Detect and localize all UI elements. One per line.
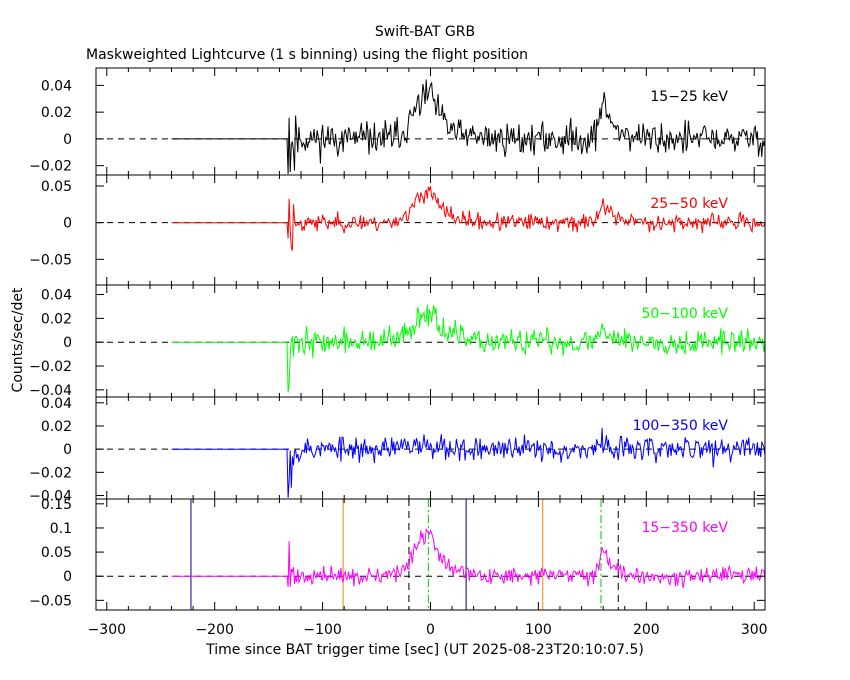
y-tick-label: −0.02 <box>29 159 72 175</box>
panel-frame <box>95 396 766 500</box>
panel-25-50-kev: −0.05 0 0.05 25−50 keV <box>29 174 766 286</box>
y-tick-label: 0 <box>63 216 72 232</box>
panel-frame <box>95 498 766 611</box>
y-tick-label: 0 <box>63 132 72 148</box>
y-tick-label: 0.02 <box>41 105 72 121</box>
y-axis-label: Counts/sec/det <box>10 287 26 392</box>
panel-50-100-kev: −0.04 −0.02 0 0.02 0.04 50−100 keV <box>29 284 766 399</box>
y-tick-label: 0.04 <box>41 288 72 304</box>
series-line <box>171 527 766 589</box>
chart-subtitle: Maskweighted Lightcurve (1 s binning) us… <box>86 47 528 63</box>
energy-band-label: 100−350 keV <box>633 418 729 434</box>
y-tick-label: −0.05 <box>29 252 72 268</box>
energy-band-label: 15−25 keV <box>650 89 728 105</box>
y-tick-label: 0.02 <box>41 419 72 435</box>
y-tick-label: 0 <box>63 442 72 458</box>
y-tick-label: 0 <box>63 569 72 585</box>
series-line <box>171 186 766 251</box>
x-tick-label: −100 <box>303 622 341 638</box>
y-tick-label: −0.05 <box>29 593 72 609</box>
y-tick-label: −0.04 <box>29 383 72 399</box>
energy-band-label: 25−50 keV <box>650 196 728 212</box>
y-tick-label: −0.02 <box>29 359 72 375</box>
series-line <box>171 304 766 393</box>
x-tick-label: −300 <box>88 622 126 638</box>
panel-15-350-kev: −0.05 0 0.05 0.1 0.15 15−350 keV <box>29 497 766 611</box>
panel-frame <box>95 284 766 398</box>
series-line <box>171 79 766 175</box>
x-tick-label: 300 <box>741 622 768 638</box>
y-tick-label: 0.05 <box>41 545 72 561</box>
panel-frame <box>95 174 766 286</box>
panel-100-350-kev: −0.04 −0.02 0 0.02 0.04 100−350 keV <box>29 396 766 505</box>
x-tick-label: 200 <box>633 622 660 638</box>
y-tick-label: 0.02 <box>41 311 72 327</box>
panels-group: −0.02 0 0.02 0.04 15−25 keV −0.05 0 0.05 25−50 k… <box>29 67 768 638</box>
y-tick-label: 0.04 <box>41 78 72 94</box>
y-tick-label: −0.04 <box>29 489 72 505</box>
y-tick-label: −0.02 <box>29 465 72 481</box>
series-line <box>171 427 766 498</box>
y-tick-label: 0.04 <box>41 396 72 412</box>
y-tick-label: 0 <box>63 335 72 351</box>
energy-band-label: 15−350 keV <box>641 520 728 536</box>
x-tick-label: 100 <box>525 622 552 638</box>
panel-15-25-kev: −0.02 0 0.02 0.04 15−25 keV <box>29 67 766 176</box>
y-tick-label: 0.1 <box>50 521 72 537</box>
y-tick-label: 0.05 <box>41 179 72 195</box>
chart-title: Swift-BAT GRB <box>375 24 475 40</box>
x-tick-label: −200 <box>195 622 233 638</box>
x-tick-label: 0 <box>426 622 435 638</box>
y-tick-label: 0.15 <box>41 497 72 513</box>
energy-band-label: 50−100 keV <box>641 306 728 322</box>
x-axis-label: Time since BAT trigger time [sec] (UT 20… <box>205 642 644 658</box>
